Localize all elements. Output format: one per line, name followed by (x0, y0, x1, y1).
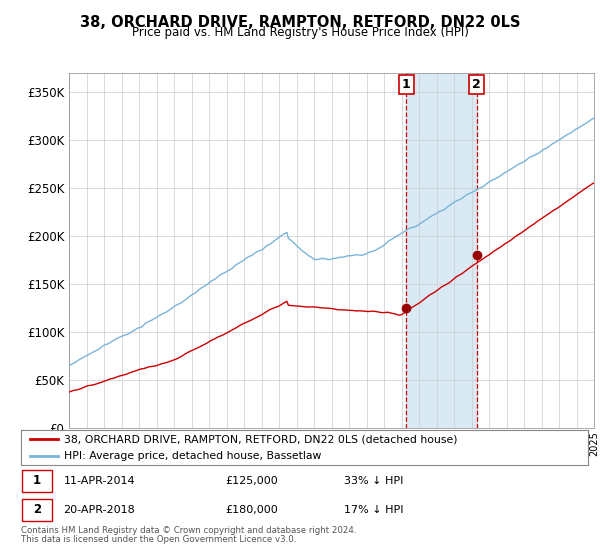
Text: 2: 2 (33, 503, 41, 516)
Text: Contains HM Land Registry data © Crown copyright and database right 2024.: Contains HM Land Registry data © Crown c… (21, 526, 356, 535)
FancyBboxPatch shape (22, 470, 52, 492)
Text: 2: 2 (472, 78, 481, 91)
Text: 38, ORCHARD DRIVE, RAMPTON, RETFORD, DN22 0LS: 38, ORCHARD DRIVE, RAMPTON, RETFORD, DN2… (80, 15, 520, 30)
Text: 1: 1 (33, 474, 41, 487)
Text: 33% ↓ HPI: 33% ↓ HPI (344, 476, 404, 486)
Text: 17% ↓ HPI: 17% ↓ HPI (344, 505, 404, 515)
FancyBboxPatch shape (22, 499, 52, 521)
Text: 38, ORCHARD DRIVE, RAMPTON, RETFORD, DN22 0LS (detached house): 38, ORCHARD DRIVE, RAMPTON, RETFORD, DN2… (64, 434, 457, 444)
Text: 20-APR-2018: 20-APR-2018 (64, 505, 135, 515)
Text: £125,000: £125,000 (225, 476, 278, 486)
Text: £180,000: £180,000 (225, 505, 278, 515)
Text: 1: 1 (402, 78, 410, 91)
Text: 11-APR-2014: 11-APR-2014 (64, 476, 135, 486)
Text: This data is licensed under the Open Government Licence v3.0.: This data is licensed under the Open Gov… (21, 535, 296, 544)
Text: Price paid vs. HM Land Registry's House Price Index (HPI): Price paid vs. HM Land Registry's House … (131, 26, 469, 39)
Text: HPI: Average price, detached house, Bassetlaw: HPI: Average price, detached house, Bass… (64, 451, 321, 461)
Bar (406, 73, 477, 428)
